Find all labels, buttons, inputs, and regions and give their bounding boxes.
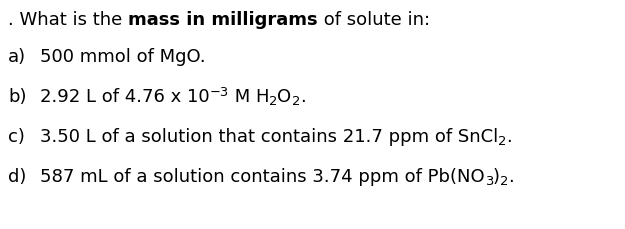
Text: 2: 2 (500, 175, 508, 188)
Text: 500 mmol of MgO.: 500 mmol of MgO. (40, 48, 206, 66)
Text: a): a) (8, 48, 26, 66)
Text: −3: −3 (209, 86, 229, 99)
Text: .: . (508, 167, 514, 185)
Text: .: . (506, 128, 512, 145)
Text: 3: 3 (484, 175, 493, 188)
Text: .: . (300, 88, 306, 106)
Text: 2: 2 (269, 95, 278, 108)
Text: M H: M H (229, 88, 269, 106)
Text: 2: 2 (498, 135, 506, 148)
Text: mass in milligrams: mass in milligrams (128, 11, 318, 29)
Text: c): c) (8, 128, 25, 145)
Text: 2: 2 (292, 95, 300, 108)
Text: O: O (278, 88, 292, 106)
Text: . What is the: . What is the (8, 11, 128, 29)
Text: 3.50 L of a solution that contains 21.7 ppm of SnCl: 3.50 L of a solution that contains 21.7 … (40, 128, 498, 145)
Text: 587 mL of a solution contains 3.74 ppm of Pb(NO: 587 mL of a solution contains 3.74 ppm o… (40, 167, 484, 185)
Text: ): ) (493, 167, 500, 185)
Text: b): b) (8, 88, 26, 106)
Text: 2.92 L of 4.76 x 10: 2.92 L of 4.76 x 10 (40, 88, 209, 106)
Text: of solute in:: of solute in: (318, 11, 430, 29)
Text: d): d) (8, 167, 26, 185)
